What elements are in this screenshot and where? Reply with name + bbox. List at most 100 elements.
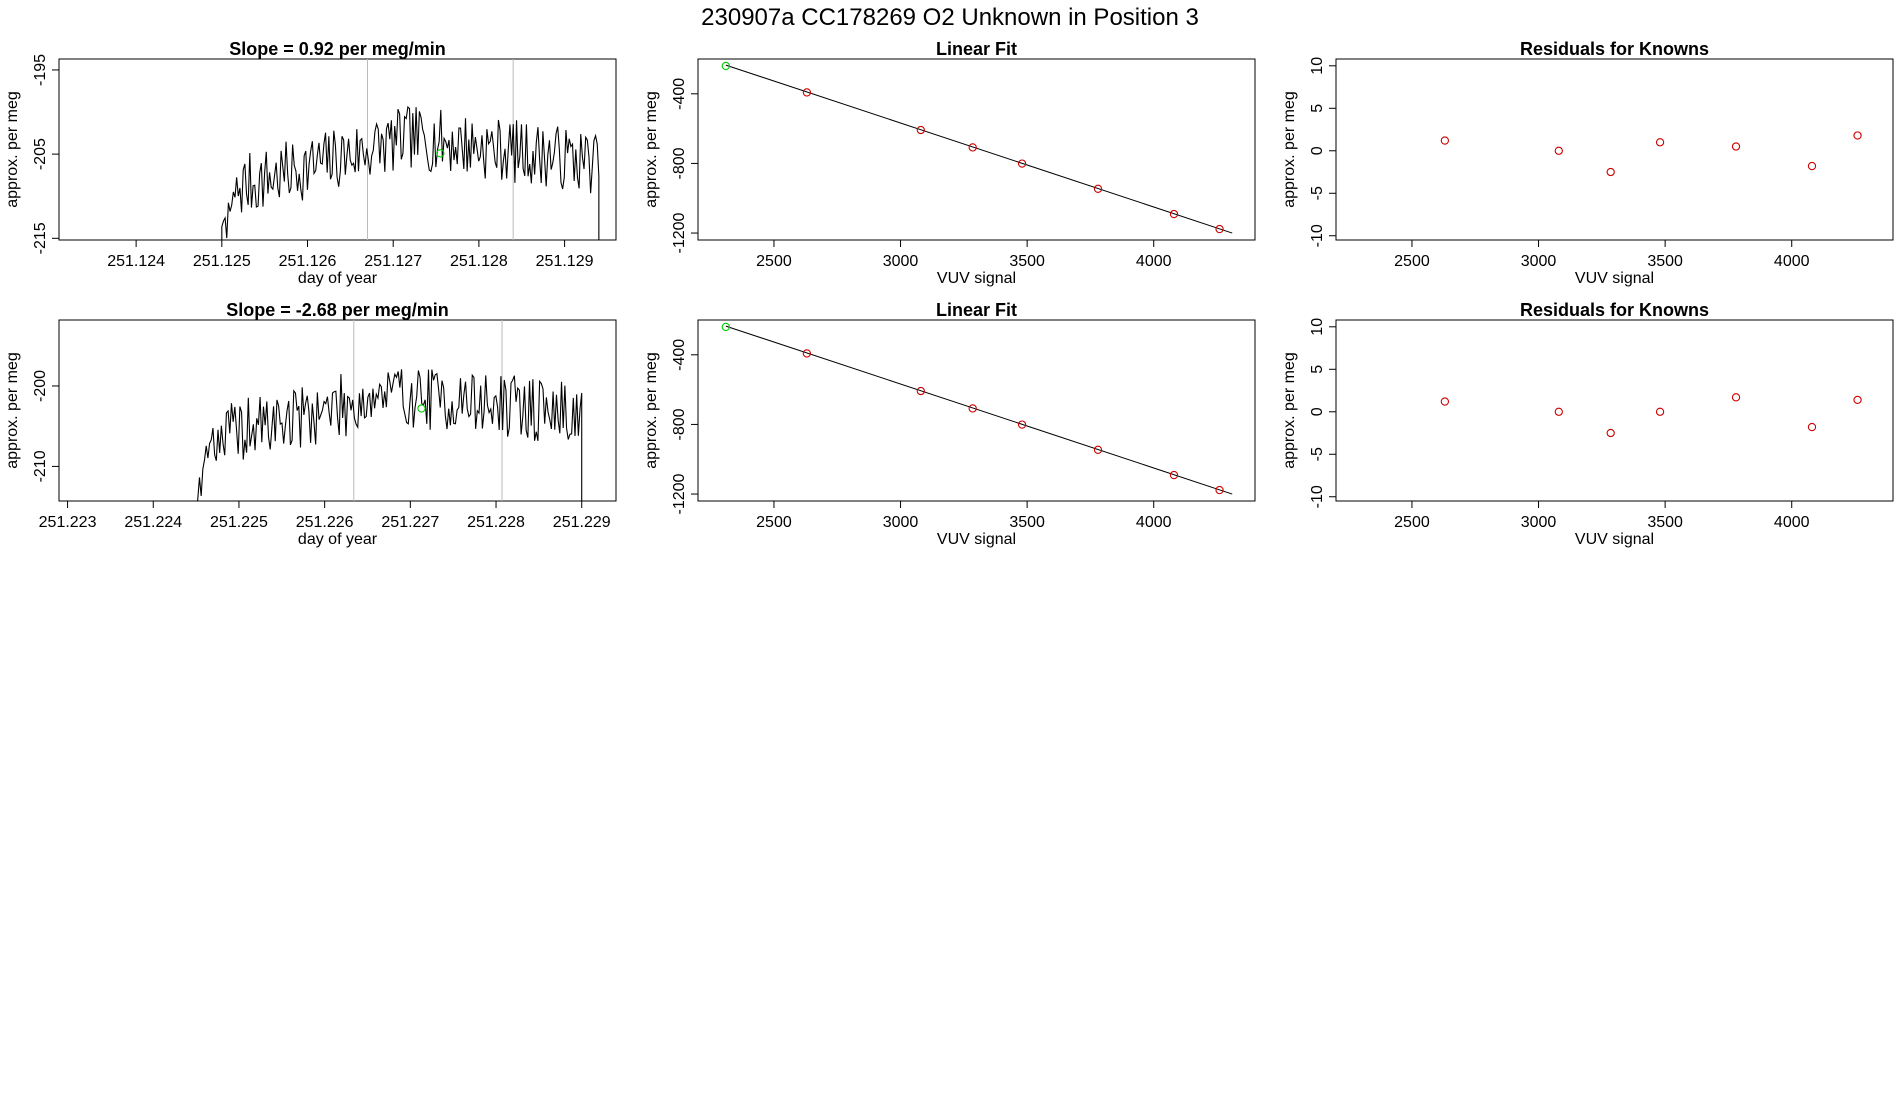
fit-line <box>725 325 1233 495</box>
fit-line <box>725 64 1233 234</box>
panel-title: Residuals for Knowns <box>1520 39 1709 59</box>
x-tick-label: 4000 <box>1136 514 1172 531</box>
y-tick-label: -210 <box>32 450 49 482</box>
known-point <box>1440 136 1450 145</box>
x-axis-label: VUV signal <box>937 531 1016 548</box>
y-tick-label: 5 <box>1309 104 1326 113</box>
figure-title: 230907a CC178269 O2 Unknown in Position … <box>701 4 1199 31</box>
y-axis-label: approx. per meg <box>643 91 660 208</box>
y-axis-label: approx. per meg <box>4 352 21 469</box>
known-point <box>1017 420 1027 429</box>
panel-fit-1: Linear Fit 2500 3000 3500 4000 VUV signal -400… <box>643 39 1256 287</box>
x-axis-label: day of year <box>298 531 378 548</box>
known-point <box>1440 397 1450 406</box>
y-tick-label: 0 <box>1309 146 1326 155</box>
y-tick-label: -800 <box>671 408 688 440</box>
known-point <box>1606 167 1615 177</box>
y-tick-label: -200 <box>32 370 49 402</box>
panel-title: Slope = 0.92 per meg/min <box>229 39 446 59</box>
plot-frame <box>697 319 1256 502</box>
plot-area <box>195 320 583 501</box>
x-tick-label: 4000 <box>1774 253 1810 270</box>
known-point <box>1606 428 1615 438</box>
x-tick-label: 251.127 <box>364 253 422 270</box>
y-tick-label: -1200 <box>671 212 688 253</box>
x-tick-label: 3000 <box>1521 253 1557 270</box>
x-tick-label: 251.125 <box>193 253 251 270</box>
panel-title: Linear Fit <box>936 39 1017 59</box>
known-point <box>1093 445 1103 454</box>
x-tick-label: 3000 <box>883 253 919 270</box>
x-tick-label: 251.225 <box>210 514 268 531</box>
x-tick-label: 4000 <box>1774 514 1810 531</box>
y-axis-label: approx. per meg <box>1281 91 1298 208</box>
y-tick-label: -215 <box>32 222 49 254</box>
y-tick-label: -1200 <box>671 473 688 514</box>
panel-resid-2: Residuals for Knowns 2500 3000 3500 4000 VUV … <box>1281 300 1894 548</box>
x-tick-label: 251.226 <box>296 514 354 531</box>
plot-area <box>1440 131 1862 177</box>
known-point <box>1807 161 1817 171</box>
known-point <box>1554 146 1563 155</box>
plot-frame <box>697 58 1256 241</box>
x-tick-label: 3500 <box>1647 253 1683 270</box>
plot-area <box>1440 393 1862 438</box>
plot-frame <box>58 58 617 241</box>
plot-frame <box>1335 58 1894 241</box>
known-point <box>916 125 925 135</box>
panel-fit-2: Linear Fit 2500 3000 3500 4000 VUV signal -400… <box>643 300 1256 548</box>
known-point <box>1853 395 1862 405</box>
y-tick-label: 0 <box>1309 407 1326 416</box>
x-tick-label: 3000 <box>1521 514 1557 531</box>
plot-area <box>721 61 1233 234</box>
x-axis-label: day of year <box>298 270 378 287</box>
x-axis-label: VUV signal <box>1575 270 1654 287</box>
y-tick-label: -195 <box>32 54 49 86</box>
y-tick-label: 5 <box>1309 365 1326 374</box>
y-tick-label: -400 <box>671 339 688 371</box>
known-point <box>968 404 977 413</box>
known-point <box>802 349 812 358</box>
y-tick-label: -400 <box>671 78 688 110</box>
x-tick-label: 3500 <box>1647 514 1683 531</box>
x-tick-label: 251.128 <box>450 253 508 270</box>
known-point <box>1655 407 1665 416</box>
panel-trace-1: Slope = 0.92 per meg/min 251.124 251.125 25… <box>4 39 617 287</box>
panel-resid-1: Residuals for Knowns 2500 3000 3500 4000 VUV … <box>1281 39 1894 287</box>
plot-frame <box>1335 319 1894 502</box>
known-point <box>1215 224 1224 234</box>
panel-title: Residuals for Knowns <box>1520 300 1709 320</box>
y-tick-label: -205 <box>32 138 49 170</box>
y-tick-label: -5 <box>1309 447 1326 461</box>
x-axis-label: VUV signal <box>937 270 1016 287</box>
x-tick-label: 251.223 <box>39 514 97 531</box>
y-tick-label: -10 <box>1309 485 1326 508</box>
y-axis-label: approx. per meg <box>643 352 660 469</box>
panel-title: Slope = -2.68 per meg/min <box>226 300 449 320</box>
known-point <box>1731 393 1741 402</box>
y-tick-label: -800 <box>671 147 688 179</box>
plot-area <box>221 59 600 240</box>
panels: Slope = 0.92 per meg/min 251.124 251.125 25… <box>4 39 1894 548</box>
y-tick-label: -10 <box>1309 224 1326 247</box>
known-point <box>968 143 977 152</box>
x-tick-label: 251.129 <box>536 253 594 270</box>
known-point <box>1655 138 1665 147</box>
x-tick-label: 3500 <box>1009 514 1045 531</box>
data-trace <box>195 369 583 501</box>
data-trace <box>221 105 600 240</box>
x-tick-label: 3500 <box>1009 253 1045 270</box>
panel-title: Linear Fit <box>936 300 1017 320</box>
known-point <box>1731 142 1741 151</box>
known-point <box>1169 209 1179 219</box>
y-tick-label: -5 <box>1309 186 1326 200</box>
plot-area <box>721 322 1233 495</box>
known-point <box>1215 485 1224 495</box>
x-tick-label: 251.124 <box>107 253 165 270</box>
x-tick-label: 251.126 <box>279 253 337 270</box>
x-tick-label: 4000 <box>1136 253 1172 270</box>
x-tick-label: 2500 <box>1394 253 1430 270</box>
known-point <box>1017 159 1027 168</box>
y-tick-label: 10 <box>1309 57 1326 75</box>
y-axis-label: approx. per meg <box>4 91 21 208</box>
